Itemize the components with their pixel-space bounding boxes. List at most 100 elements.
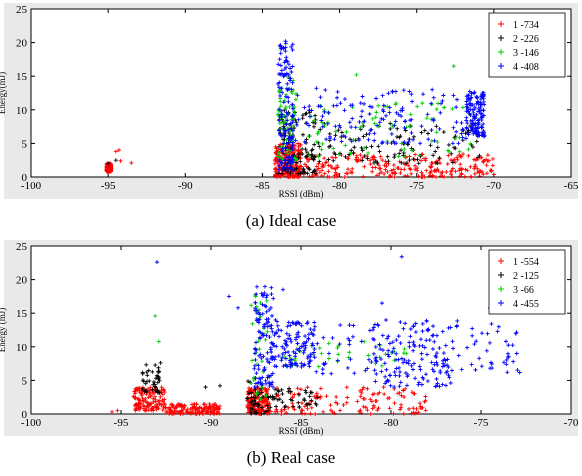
data-point xyxy=(392,385,397,390)
data-point xyxy=(252,351,257,356)
data-point xyxy=(468,141,473,146)
data-point xyxy=(279,171,284,176)
data-point xyxy=(384,161,389,166)
data-point xyxy=(336,352,341,357)
data-point xyxy=(286,95,291,100)
data-point xyxy=(443,358,448,363)
data-point xyxy=(446,153,451,158)
data-point xyxy=(413,152,418,157)
data-point xyxy=(394,141,399,146)
data-point xyxy=(372,368,377,373)
data-point xyxy=(309,405,314,410)
data-point xyxy=(450,106,455,111)
data-point xyxy=(290,320,295,325)
data-point xyxy=(422,128,427,133)
data-point xyxy=(249,395,254,400)
data-point xyxy=(283,356,288,361)
data-point xyxy=(416,174,421,179)
data-point xyxy=(361,134,366,139)
data-point xyxy=(146,395,151,400)
data-point xyxy=(354,155,359,160)
data-point xyxy=(358,388,363,393)
data-point xyxy=(349,139,354,144)
data-point xyxy=(154,407,159,412)
data-point xyxy=(285,147,290,152)
data-point xyxy=(246,379,251,384)
data-point xyxy=(448,325,453,330)
x-tick-label: -80 xyxy=(332,180,347,192)
data-point xyxy=(270,313,275,318)
data-point xyxy=(511,359,516,364)
data-point xyxy=(454,129,459,134)
data-point xyxy=(469,91,474,96)
data-point xyxy=(390,340,395,345)
data-point xyxy=(281,287,285,292)
y-tick-label: 5 xyxy=(22,375,28,387)
data-point xyxy=(446,373,451,378)
data-point xyxy=(371,325,376,330)
data-point xyxy=(345,395,350,400)
data-point xyxy=(452,145,457,150)
data-point xyxy=(268,409,273,414)
data-point xyxy=(294,347,299,352)
data-point xyxy=(415,157,420,162)
data-point xyxy=(367,328,372,333)
data-point xyxy=(399,141,404,146)
data-point xyxy=(366,137,371,142)
data-point xyxy=(104,167,109,172)
data-point xyxy=(358,125,363,130)
data-point xyxy=(348,357,353,362)
data-point xyxy=(439,101,444,106)
data-point xyxy=(404,125,409,130)
data-point xyxy=(320,164,325,169)
data-point xyxy=(299,361,304,366)
data-point xyxy=(403,154,408,159)
data-point xyxy=(269,285,274,290)
data-point xyxy=(300,132,305,137)
data-point xyxy=(435,145,440,150)
data-point xyxy=(207,405,212,410)
data-point xyxy=(422,345,427,350)
data-point xyxy=(261,293,266,298)
data-point xyxy=(459,154,464,159)
data-point xyxy=(358,152,363,157)
data-point xyxy=(391,163,396,168)
data-point xyxy=(434,130,439,135)
data-point xyxy=(458,162,463,167)
data-point xyxy=(387,105,392,110)
data-point xyxy=(320,141,325,146)
data-point xyxy=(459,120,464,125)
data-point xyxy=(453,169,458,174)
data-point xyxy=(296,155,301,160)
data-point xyxy=(487,158,492,163)
data-point xyxy=(479,364,484,369)
data-point xyxy=(385,169,390,174)
data-point xyxy=(404,360,409,365)
data-point xyxy=(367,111,372,116)
data-point xyxy=(472,171,477,176)
data-point xyxy=(407,344,412,349)
data-point xyxy=(301,170,306,175)
data-point xyxy=(413,376,418,381)
data-point xyxy=(309,398,314,403)
data-point xyxy=(387,406,392,411)
data-point xyxy=(455,155,460,160)
data-point xyxy=(268,356,273,361)
data-point xyxy=(314,86,319,91)
data-point xyxy=(140,386,145,391)
data-point xyxy=(262,368,267,373)
data-point xyxy=(312,154,317,159)
data-point xyxy=(322,124,327,129)
data-point xyxy=(454,105,459,110)
y-tick-label: 15 xyxy=(16,71,28,83)
data-point xyxy=(379,369,384,374)
data-point xyxy=(396,334,401,339)
data-point xyxy=(334,103,339,108)
data-point xyxy=(419,357,424,362)
data-point xyxy=(439,171,444,176)
data-point xyxy=(308,354,313,359)
data-point xyxy=(143,396,148,401)
data-point xyxy=(277,107,282,112)
data-point xyxy=(270,384,275,389)
data-point xyxy=(423,408,428,413)
